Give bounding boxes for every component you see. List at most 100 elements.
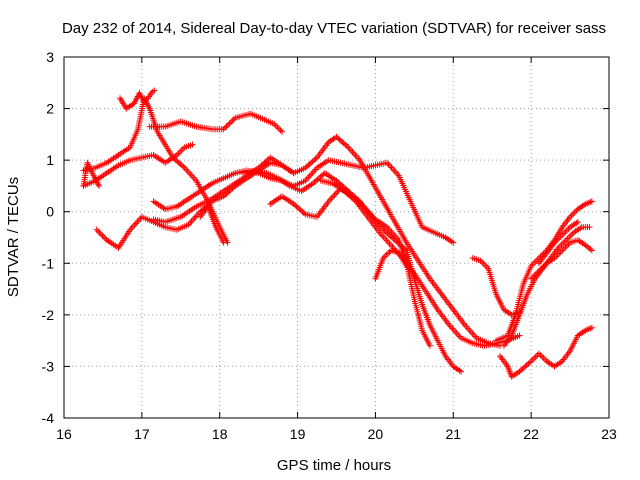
data-point <box>314 176 321 183</box>
x-tick-label: 17 <box>134 426 150 442</box>
data-point <box>312 155 319 162</box>
data-point <box>308 159 315 166</box>
y-tick-label: 1 <box>46 152 54 168</box>
series-arc-11 <box>317 177 523 349</box>
data-point <box>566 233 573 240</box>
y-tick-label: -2 <box>42 307 55 323</box>
data-point <box>531 259 538 266</box>
series-arc-17 <box>497 324 595 380</box>
y-tick-label: 0 <box>46 204 54 220</box>
x-axis-label: GPS time / hours <box>277 457 391 474</box>
data-point <box>189 141 196 148</box>
data-point <box>296 206 303 213</box>
data-point <box>293 203 300 210</box>
data-point <box>292 202 299 209</box>
x-tick-label: 22 <box>523 426 539 442</box>
data-point <box>98 231 105 238</box>
data-point <box>264 157 271 164</box>
data-point <box>230 116 237 123</box>
data-point <box>222 124 229 131</box>
data-point <box>334 135 341 142</box>
x-tick-label: 18 <box>212 426 228 442</box>
series-arc-3 <box>146 110 285 135</box>
x-tick-label: 23 <box>601 426 617 442</box>
data-point <box>226 120 233 127</box>
data-point <box>175 159 182 166</box>
data-point <box>175 150 182 157</box>
data-point <box>562 228 569 235</box>
data-point <box>99 232 106 239</box>
data-point <box>480 260 487 267</box>
data-point <box>305 162 312 169</box>
data-point <box>306 161 313 168</box>
data-point <box>220 193 227 200</box>
y-tick-label: -4 <box>42 410 55 426</box>
data-point <box>563 227 570 234</box>
data-point <box>540 355 547 362</box>
data-point <box>531 355 538 362</box>
series-arc-15 <box>500 224 593 349</box>
data-point <box>570 210 577 217</box>
data-point <box>383 252 390 259</box>
data-point <box>309 158 316 165</box>
data-point <box>341 188 348 195</box>
series-arc-16 <box>493 198 595 344</box>
data-point <box>380 226 387 233</box>
series-arc-8 <box>150 133 503 349</box>
data-point <box>177 148 184 155</box>
data-point <box>520 364 527 371</box>
data-point <box>174 158 181 165</box>
data-point <box>300 210 307 217</box>
data-point <box>100 234 107 241</box>
data-point <box>333 177 340 184</box>
series-arc-13 <box>372 247 410 282</box>
data-point <box>311 157 318 164</box>
data-point <box>318 172 325 179</box>
data-point <box>351 197 358 204</box>
data-point <box>535 350 542 357</box>
data-point <box>277 127 284 134</box>
data-point <box>220 239 227 246</box>
data-point <box>588 247 595 254</box>
data-point <box>522 363 529 370</box>
data-point <box>227 119 234 126</box>
data-point <box>588 198 595 205</box>
y-tick-label: -3 <box>42 358 55 374</box>
data-series <box>80 87 595 380</box>
data-point <box>526 359 533 366</box>
data-point <box>279 128 285 135</box>
data-point <box>258 162 265 169</box>
data-point <box>178 147 185 154</box>
data-point <box>348 194 355 201</box>
plot-frame <box>63 56 610 419</box>
data-point <box>537 352 544 359</box>
chart-title: Day 232 of 2014, Sidereal Day-to-day VTE… <box>62 20 606 37</box>
data-point <box>262 158 269 165</box>
data-point <box>532 353 539 360</box>
data-point <box>151 87 158 94</box>
data-point <box>345 191 352 198</box>
series-arc-7 <box>150 157 457 246</box>
data-point <box>403 262 410 269</box>
data-point <box>260 161 267 168</box>
data-point <box>523 362 530 369</box>
data-point <box>383 229 390 236</box>
y-tick-label: 3 <box>46 49 54 65</box>
data-point <box>224 121 231 128</box>
data-point <box>290 200 297 207</box>
data-point <box>516 368 523 375</box>
series-arc-1 <box>117 87 158 112</box>
data-point <box>568 212 575 219</box>
data-point <box>96 182 103 189</box>
x-tick-label: 21 <box>445 426 461 442</box>
data-point <box>350 195 357 202</box>
data-point <box>525 360 532 367</box>
data-point <box>336 136 343 143</box>
data-point <box>482 262 489 269</box>
y-tick-label: 2 <box>46 101 54 117</box>
data-point <box>333 133 340 140</box>
data-point <box>517 367 524 374</box>
data-point <box>275 125 282 132</box>
data-point <box>450 239 457 246</box>
